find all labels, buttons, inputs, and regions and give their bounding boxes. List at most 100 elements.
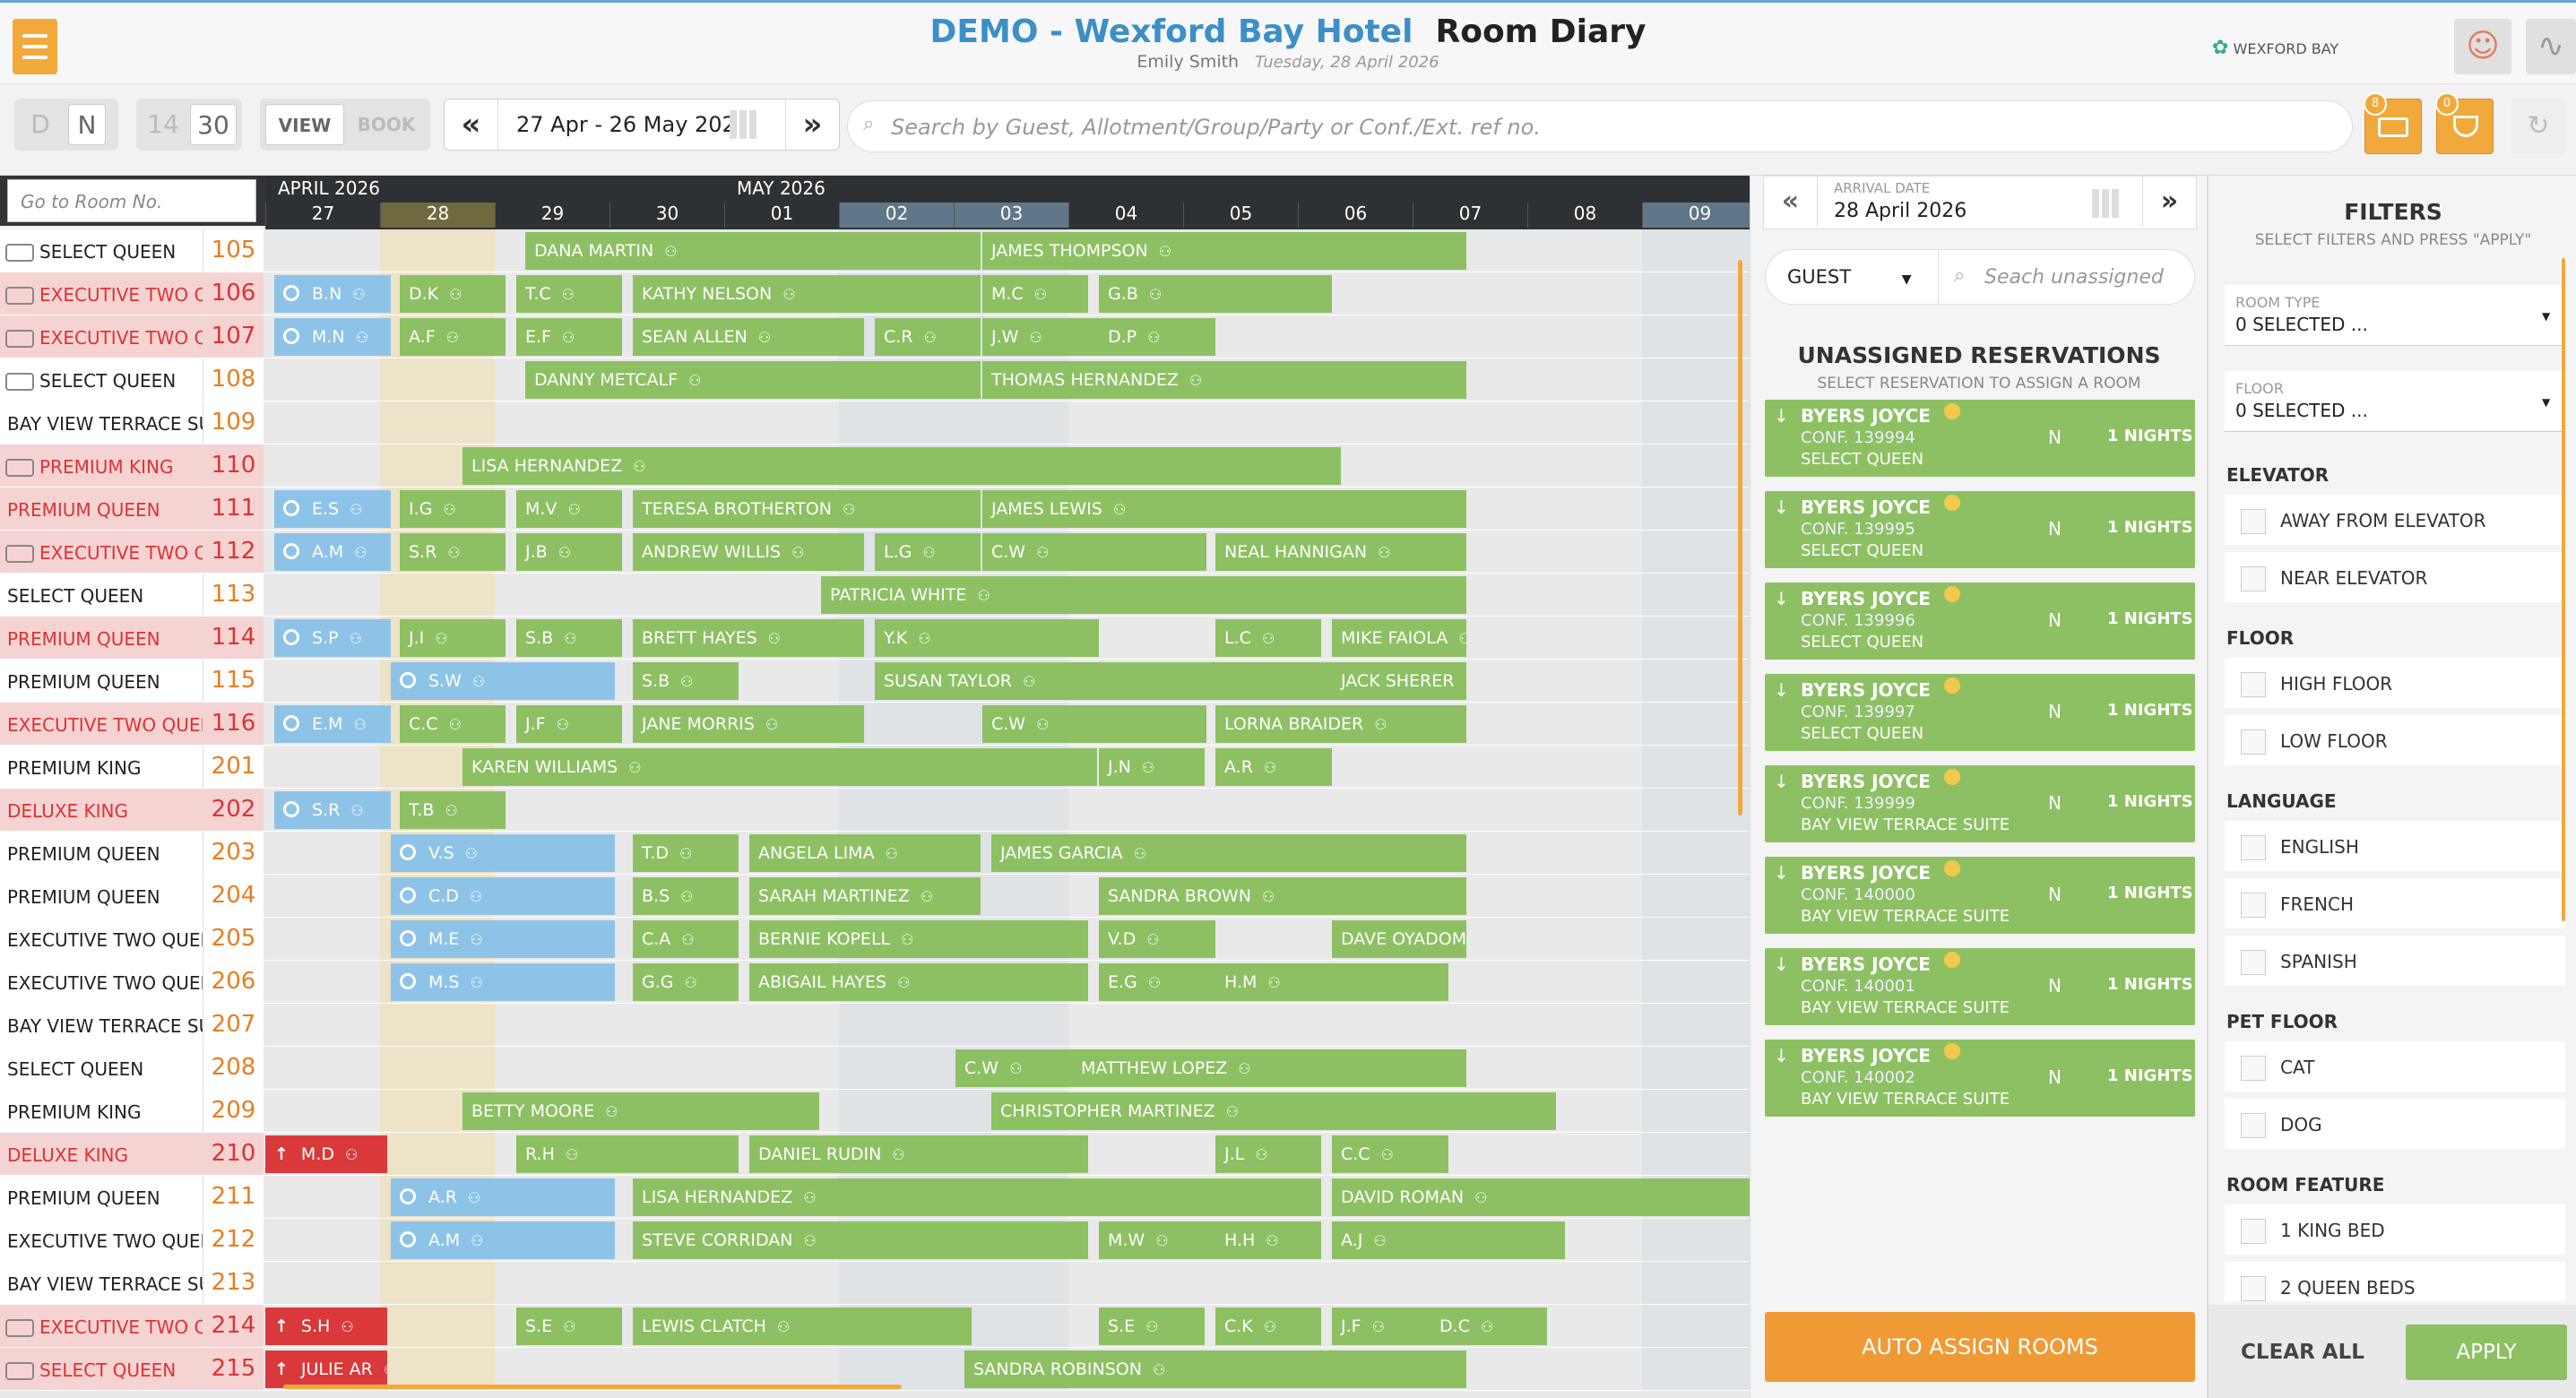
booking-block[interactable]: J.F ⚇ [1332,1307,1438,1345]
booking-block[interactable]: V.S ⚇ [391,834,615,872]
booking-block[interactable]: LISA HERNANDEZ ⚇ [462,447,1341,485]
room-number[interactable]: 112 [203,531,264,573]
filter-french[interactable]: FRENCH [2225,878,2565,928]
room-type-label[interactable]: BAY VIEW TERRACE SUITE [0,401,203,444]
refresh-button[interactable]: ↻ [2511,99,2565,154]
room-number[interactable]: 208 [203,1047,264,1089]
room-type-label[interactable]: PREMIUM QUEEN [0,832,203,874]
booking-block[interactable]: D.C ⚇ [1431,1307,1547,1345]
booking-block[interactable]: SANDRA ROBINSON ⚇ [964,1351,1466,1388]
floor-select[interactable]: FLOOR 0 SELECTED ... ▼ [2225,371,2565,432]
booking-block[interactable]: J.N ⚇ [1099,748,1205,786]
rooms-button[interactable]: 8 [2364,92,2422,154]
calendar-icon[interactable] [2092,189,2121,218]
search-type-select[interactable]: GUEST ▼ [1787,266,1912,288]
booking-block[interactable]: M.V ⚇ [516,490,622,528]
room-number[interactable]: 203 [203,832,264,874]
booking-block[interactable]: SEAN ALLEN ⚇ [633,318,864,356]
room-number[interactable]: 110 [203,444,264,487]
booking-block[interactable]: SUSAN TAYLOR ⚇ [875,662,1332,700]
horizontal-scrollbar[interactable] [283,1385,902,1389]
hotel-selector[interactable]: ✿ WEXFORD BAY [2212,37,2339,59]
filter-spanish[interactable]: SPANISH [2225,936,2565,986]
booking-block[interactable]: JANE MORRIS ⚇ [633,705,864,743]
booking-block[interactable]: LORNA BRAIDER ⚇ [1215,705,1466,743]
unassigned-reservation-card[interactable]: ↓ BYERS JOYCE CONF. 140001 BAY VIEW TERRACE… [1765,948,2195,1025]
booking-block[interactable]: JAMES GARCIA ⚇ [991,834,1466,872]
room-number[interactable]: 202 [203,789,264,831]
room-type-label[interactable]: PREMIUM KING [0,1090,203,1132]
room-type-label[interactable]: EXECUTIVE TWO QUEEN [0,531,203,573]
booking-block[interactable]: L.C ⚇ [1215,619,1321,657]
room-number[interactable]: 107 [203,315,264,358]
booking-block[interactable]: M.D ⚇ [265,1135,387,1173]
booking-block[interactable]: ANGELA LIMA ⚇ [749,834,981,872]
booking-block[interactable]: V.D ⚇ [1099,920,1215,958]
booking-block[interactable]: S.E ⚇ [1099,1307,1205,1345]
booking-block[interactable]: C.K ⚇ [1215,1307,1321,1345]
unassigned-reservation-card[interactable]: ↓ BYERS JOYCE CONF. 139999 BAY VIEW TERRACE… [1765,765,2195,842]
booking-block[interactable]: C.R ⚇ [875,318,981,356]
booking-block[interactable]: E.F ⚇ [516,318,622,356]
room-number[interactable]: 105 [203,229,264,272]
unassigned-reservation-card[interactable]: ↓ BYERS JOYCE CONF. 139995 SELECT QUEEN N 1 N… [1765,491,2195,568]
next-date-button[interactable]: » [2142,177,2196,227]
filter-english[interactable]: ENGLISH [2225,821,2565,871]
room-number[interactable]: 114 [203,617,264,659]
night-option[interactable]: N [68,104,106,145]
room-number[interactable]: 111 [203,488,264,530]
unassigned-reservation-card[interactable]: ↓ BYERS JOYCE CONF. 139996 SELECT QUEEN N 1 N… [1765,582,2195,660]
booking-block[interactable]: SARAH MARTINEZ ⚇ [749,877,981,915]
booking-block[interactable]: THOMAS HERNANDEZ ⚇ [982,361,1466,399]
room-number[interactable]: 215 [203,1348,264,1390]
vertical-scrollbar[interactable] [1738,260,1742,816]
apply-button[interactable]: APPLY [2406,1325,2567,1380]
booking-block[interactable]: C.C ⚇ [1332,1135,1448,1173]
room-number[interactable]: 209 [203,1090,264,1132]
booking-block[interactable]: M.W ⚇ [1099,1221,1215,1259]
room-number[interactable]: 116 [203,703,264,745]
unassigned-reservation-card[interactable]: ↓ BYERS JOYCE CONF. 139997 SELECT QUEEN N 1 N… [1765,674,2195,751]
auto-assign-button[interactable]: AUTO ASSIGN ROOMS [1765,1312,2195,1382]
booking-block[interactable]: S.B ⚇ [516,619,622,657]
booking-block[interactable]: J.B ⚇ [516,533,622,571]
booking-block[interactable]: C.A ⚇ [633,920,739,958]
booking-block[interactable]: H.H ⚇ [1215,1221,1321,1259]
booking-block[interactable]: C.D ⚇ [391,877,615,915]
room-number[interactable]: 213 [203,1262,264,1304]
booking-block[interactable]: A.J ⚇ [1332,1221,1565,1259]
date-range-label[interactable]: 27 Apr - 26 May 2026 [516,112,750,137]
booking-block[interactable]: J.I ⚇ [400,619,506,657]
arrival-date-value[interactable]: 28 April 2026 [1834,200,1967,222]
booking-block[interactable]: H.M ⚇ [1215,963,1448,1001]
room-type-label[interactable]: BAY VIEW TERRACE SUITE [0,1004,203,1046]
filter-near-elevator[interactable]: NEAR ELEVATOR [2225,552,2565,602]
booking-block[interactable]: M.S ⚇ [391,963,615,1001]
booking-block[interactable]: STEVE CORRIDAN ⚇ [633,1221,1088,1259]
booking-block[interactable]: BRETT HAYES ⚇ [633,619,864,657]
room-type-label[interactable]: EXECUTIVE TWO QUEEN [0,961,203,1003]
booking-block[interactable]: BERNIE KOPELL ⚇ [749,920,1088,958]
prev-range-button[interactable]: « [445,99,498,150]
booking-block[interactable]: A.M ⚇ [274,533,391,571]
filter-dog[interactable]: DOG [2225,1099,2565,1149]
go-to-room-input[interactable]: Go to Room No. [7,179,256,222]
room-type-label[interactable]: SELECT QUEEN [0,1047,203,1089]
room-type-label[interactable]: SELECT QUEEN [0,574,203,616]
unassigned-reservation-card[interactable]: ↓ BYERS JOYCE CONF. 139994 SELECT QUEEN N 1 N… [1765,400,2195,477]
booking-block[interactable]: E.G ⚇ [1099,963,1215,1001]
room-type-label[interactable]: PREMIUM KING [0,444,203,487]
booking-block[interactable]: I.G ⚇ [400,490,506,528]
booking-block[interactable]: J.L ⚇ [1215,1135,1321,1173]
booking-block[interactable]: T.D ⚇ [633,834,739,872]
booking-block[interactable]: J.F ⚇ [516,705,622,743]
next-range-button[interactable]: » [785,99,839,150]
room-number[interactable]: 211 [203,1176,264,1218]
booking-block[interactable]: B.S ⚇ [633,877,739,915]
room-type-label[interactable]: DELUXE KING [0,789,203,831]
booking-block[interactable]: DANNY METCALF ⚇ [525,361,981,399]
room-type-label[interactable]: EXECUTIVE TWO QUEEN [0,315,203,358]
booking-block[interactable]: JULIE AR ⚇ [265,1351,387,1388]
booking-block[interactable]: KATHY NELSON ⚇ [633,275,981,313]
search-input[interactable]: Search by Guest, Allotment/Group/Party o… [847,100,2353,152]
